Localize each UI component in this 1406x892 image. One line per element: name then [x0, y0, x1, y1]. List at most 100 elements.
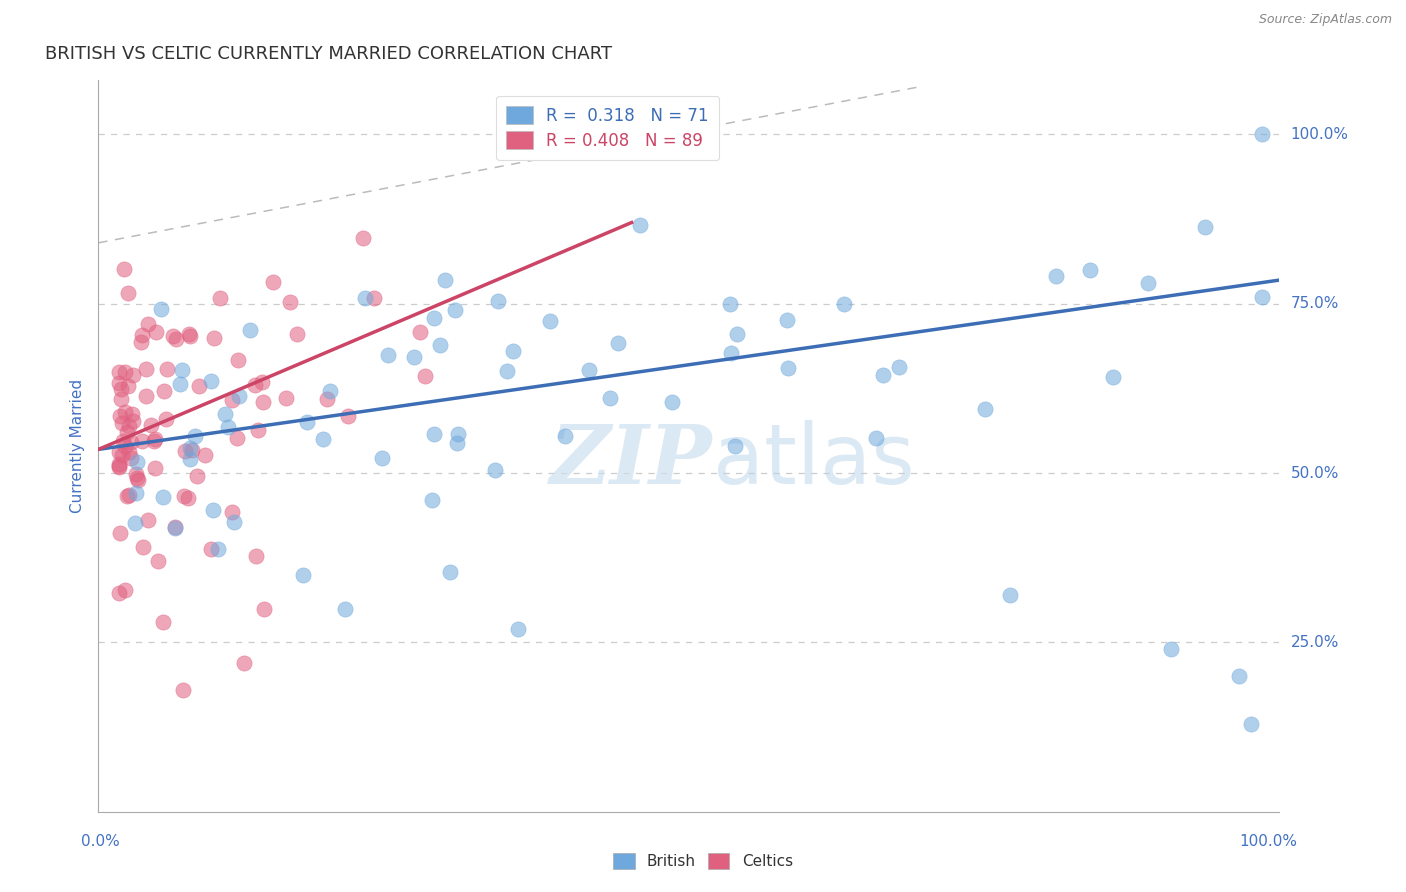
- Point: [447, 426, 470, 441]
- Point: [1194, 219, 1216, 234]
- Point: [599, 391, 621, 405]
- Point: [176, 491, 198, 506]
- Point: [135, 361, 157, 376]
- Point: [136, 317, 159, 331]
- Point: [439, 565, 461, 579]
- Point: [221, 392, 243, 407]
- Point: [370, 451, 392, 466]
- Point: [319, 384, 342, 399]
- Point: [110, 392, 132, 406]
- Point: [108, 525, 131, 540]
- Point: [661, 394, 683, 409]
- Point: [117, 286, 139, 301]
- Point: [226, 353, 249, 368]
- Point: [108, 365, 131, 379]
- Point: [125, 455, 148, 469]
- Text: Source: ZipAtlas.com: Source: ZipAtlas.com: [1258, 13, 1392, 27]
- Point: [131, 540, 153, 554]
- Point: [506, 622, 529, 636]
- Point: [486, 294, 509, 309]
- Point: [165, 521, 187, 535]
- Point: [252, 375, 274, 389]
- Point: [141, 417, 163, 432]
- Point: [217, 420, 239, 434]
- Point: [200, 374, 222, 388]
- Text: 50.0%: 50.0%: [1291, 466, 1339, 481]
- Point: [252, 395, 274, 409]
- Point: [179, 329, 201, 343]
- Point: [114, 583, 136, 598]
- Point: [720, 346, 742, 360]
- Point: [606, 335, 628, 350]
- Point: [121, 368, 143, 382]
- Point: [125, 486, 148, 500]
- Point: [108, 457, 131, 471]
- Point: [1102, 369, 1125, 384]
- Point: [225, 431, 247, 445]
- Legend: British, Celtics: British, Celtics: [607, 847, 799, 875]
- Point: [172, 363, 194, 377]
- Point: [221, 505, 243, 519]
- Point: [832, 297, 855, 311]
- Point: [353, 231, 375, 245]
- Point: [315, 392, 337, 406]
- Point: [724, 439, 747, 453]
- Point: [429, 338, 451, 352]
- Point: [718, 297, 741, 311]
- Point: [422, 427, 444, 442]
- Point: [214, 407, 236, 421]
- Point: [124, 467, 146, 482]
- Point: [1240, 716, 1263, 731]
- Y-axis label: Currently Married: Currently Married: [69, 379, 84, 513]
- Point: [202, 331, 225, 345]
- Point: [152, 490, 174, 504]
- Point: [121, 407, 143, 421]
- Point: [404, 350, 426, 364]
- Point: [353, 292, 375, 306]
- Point: [1251, 128, 1274, 142]
- Point: [108, 459, 131, 474]
- Point: [173, 489, 195, 503]
- Point: [484, 463, 506, 477]
- Text: 0.0%: 0.0%: [80, 834, 120, 848]
- Point: [1045, 268, 1067, 283]
- Point: [245, 549, 267, 564]
- Point: [285, 327, 308, 342]
- Point: [1078, 263, 1101, 277]
- Point: [243, 378, 266, 392]
- Point: [179, 441, 201, 455]
- Point: [155, 362, 177, 376]
- Point: [233, 656, 256, 670]
- Text: atlas: atlas: [713, 420, 914, 501]
- Point: [377, 348, 399, 362]
- Point: [538, 314, 561, 328]
- Point: [413, 368, 436, 383]
- Point: [207, 542, 229, 557]
- Point: [172, 682, 194, 697]
- Point: [146, 554, 169, 568]
- Point: [998, 588, 1021, 602]
- Text: 75.0%: 75.0%: [1291, 296, 1339, 311]
- Point: [145, 432, 167, 446]
- Point: [162, 329, 184, 343]
- Point: [502, 344, 524, 359]
- Point: [578, 363, 600, 377]
- Point: [208, 291, 231, 305]
- Point: [1160, 642, 1182, 657]
- Point: [181, 443, 204, 458]
- Point: [228, 389, 250, 403]
- Point: [143, 461, 166, 475]
- Point: [495, 364, 517, 378]
- Point: [420, 492, 443, 507]
- Point: [153, 384, 176, 399]
- Point: [872, 368, 894, 382]
- Point: [239, 323, 262, 337]
- Point: [274, 391, 297, 405]
- Point: [184, 429, 207, 443]
- Text: 100.0%: 100.0%: [1291, 127, 1348, 142]
- Point: [262, 275, 284, 289]
- Point: [333, 601, 356, 615]
- Point: [127, 473, 149, 487]
- Point: [155, 412, 177, 426]
- Point: [131, 327, 153, 342]
